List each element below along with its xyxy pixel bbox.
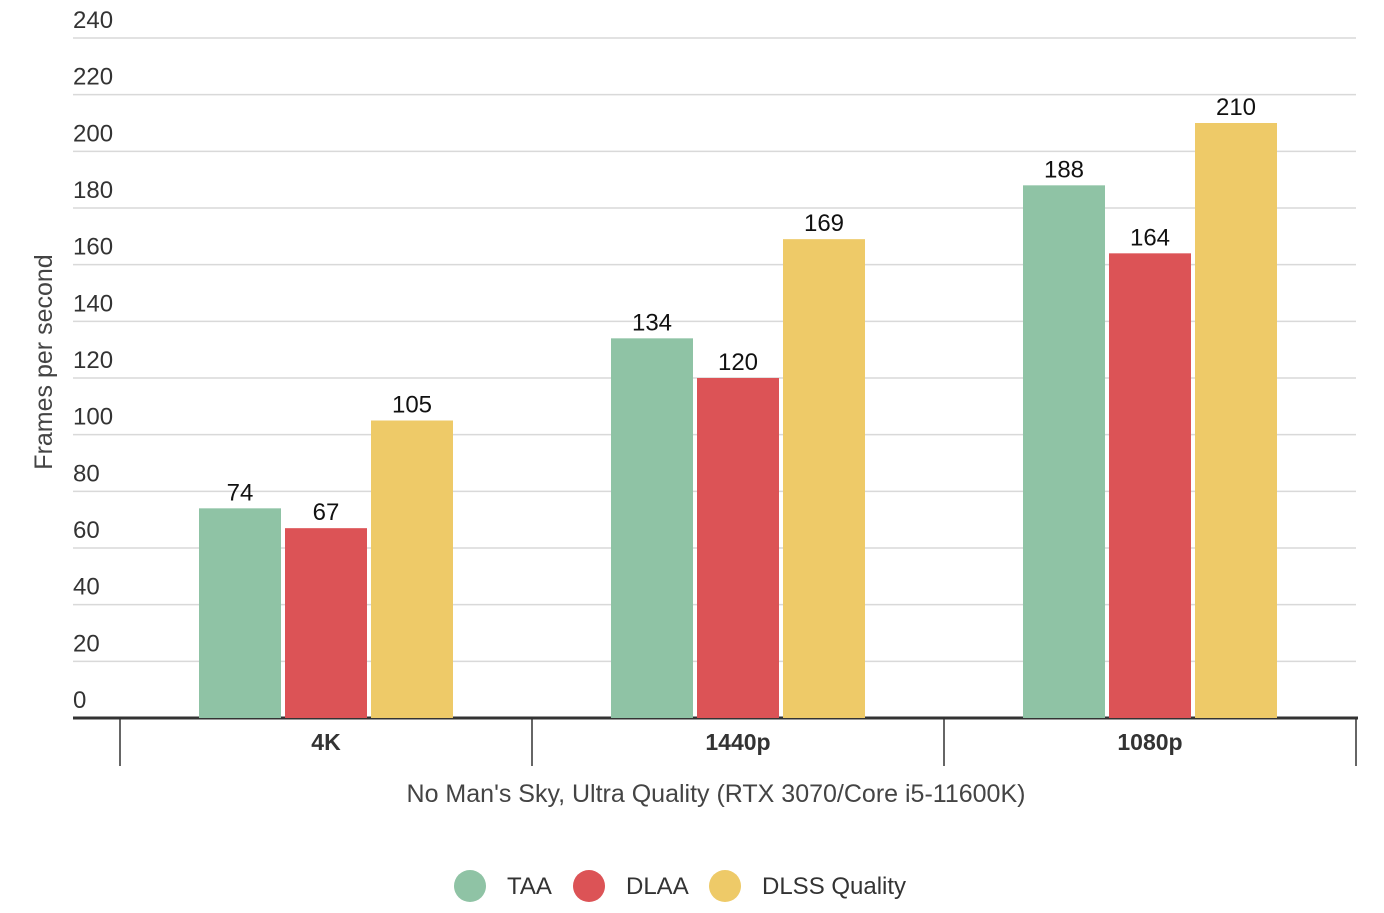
y-tick-label: 140 <box>73 290 113 317</box>
y-tick-label: 80 <box>73 460 100 487</box>
legend-label: DLSS Quality <box>762 873 906 900</box>
bar <box>783 239 865 718</box>
y-tick-label: 160 <box>73 234 113 261</box>
bar <box>1195 123 1277 718</box>
bar <box>371 420 453 718</box>
y-tick-label: 60 <box>73 517 100 544</box>
legend-label: TAA <box>507 873 552 900</box>
value-label: 188 <box>1044 156 1084 183</box>
x-tick-label: 4K <box>311 729 341 755</box>
value-label: 67 <box>313 499 340 526</box>
legend-label: DLAA <box>626 873 689 900</box>
bar <box>697 378 779 718</box>
x-axis-title: No Man's Sky, Ultra Quality (RTX 3070/Co… <box>407 780 1026 808</box>
y-tick-label: 220 <box>73 64 113 91</box>
y-tick-label: 120 <box>73 347 113 374</box>
value-label: 169 <box>804 210 844 237</box>
x-tick-label: 1440p <box>705 729 770 755</box>
x-tick-label: 1080p <box>1117 729 1182 755</box>
bar <box>611 338 693 718</box>
legend-swatch <box>573 870 605 902</box>
y-tick-label: 100 <box>73 404 113 431</box>
y-tick-label: 40 <box>73 574 100 601</box>
y-tick-label: 240 <box>73 7 113 34</box>
bar <box>199 508 281 718</box>
value-label: 105 <box>392 392 432 419</box>
y-tick-label: 20 <box>73 630 100 657</box>
y-tick-label: 0 <box>73 687 86 714</box>
bar <box>1023 185 1105 719</box>
bar <box>1109 253 1191 719</box>
y-axis-title: Frames per second <box>30 254 58 469</box>
y-tick-label: 180 <box>73 177 113 204</box>
value-label: 210 <box>1216 94 1256 121</box>
value-label: 120 <box>718 349 758 376</box>
y-tick-label: 200 <box>73 120 113 147</box>
bar <box>285 528 367 718</box>
legend-swatch <box>454 870 486 902</box>
legend-swatch <box>709 870 741 902</box>
value-label: 164 <box>1130 224 1170 251</box>
value-label: 74 <box>227 479 254 506</box>
value-label: 134 <box>632 309 672 336</box>
